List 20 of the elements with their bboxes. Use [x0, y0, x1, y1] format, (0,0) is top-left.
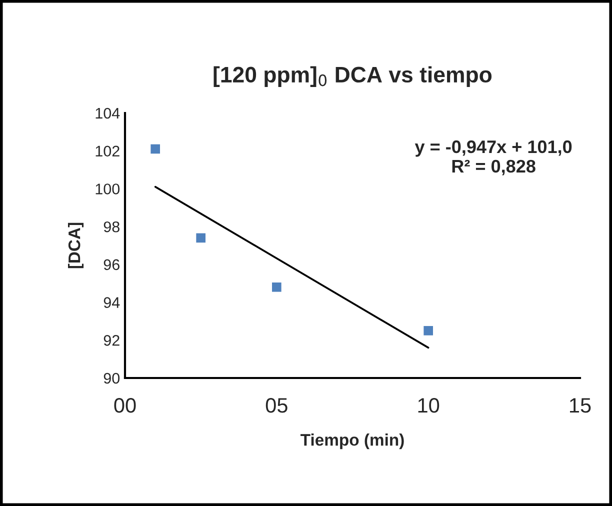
point: [150, 144, 160, 154]
x-tick-label: 10: [418, 398, 440, 413]
y-tick-label: 100: [96, 184, 120, 194]
point: [424, 326, 433, 336]
y-tick-label: 92: [104, 335, 120, 346]
annotation: y = -0,947x + 101,0 R² = 0,828: [414, 140, 572, 176]
x-axis-title: Tiempo (min): [300, 434, 404, 450]
point: [272, 282, 282, 292]
x-tick-label: 05: [266, 398, 288, 413]
y-axis-title: [DCA]: [68, 222, 84, 268]
y-tick-label: 90: [104, 372, 120, 384]
y-tick-label: 96: [104, 259, 120, 270]
chart-title: [120 ppm]$_{0}$ DCA vs tiempo: [214, 66, 492, 87]
point: [196, 233, 206, 243]
x-tick-label: 00: [114, 398, 136, 413]
y-tick-label: 98: [104, 221, 120, 232]
y-tick-label: 94: [104, 297, 120, 308]
y-tick-label: 104: [96, 108, 120, 119]
y-tick-label: 102: [96, 146, 120, 157]
x-tick-label: 15: [570, 398, 591, 413]
